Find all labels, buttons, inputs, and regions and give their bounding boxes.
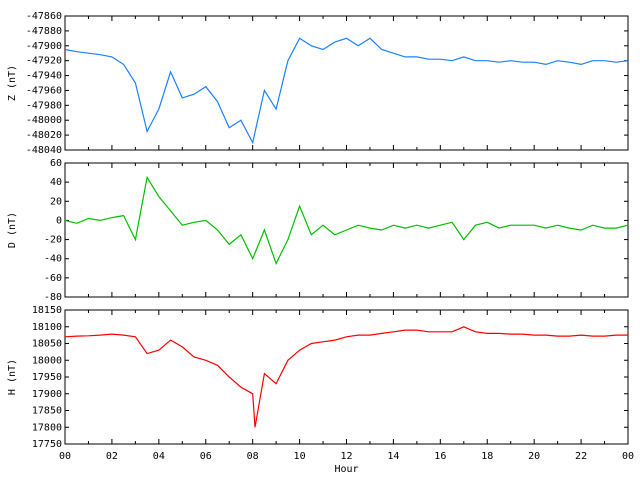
y-tick-label: 18050	[32, 339, 62, 350]
y-tick-label: -48000	[26, 115, 62, 126]
y-tick-label: -47980	[26, 100, 62, 111]
y-tick-label: -47940	[26, 71, 62, 82]
y-tick-label: 17950	[32, 372, 62, 383]
plot-area	[64, 15, 629, 151]
y-tick-label: 17900	[32, 389, 62, 400]
y-tick-label: 60	[50, 158, 62, 169]
y-tick-label: 17850	[32, 406, 62, 417]
x-tick-label: 12	[340, 451, 352, 462]
data-line	[64, 326, 628, 428]
x-axis-label: Hour	[334, 464, 358, 475]
y-axis-label: H (nT)	[7, 359, 18, 395]
y-tick-label: 0	[56, 215, 62, 226]
y-tick-label: -20	[44, 235, 62, 246]
y-tick-label: 20	[50, 196, 62, 207]
x-tick-label: 04	[153, 451, 165, 462]
y-tick-label: -60	[44, 273, 62, 284]
y-tick-label: -48020	[26, 130, 62, 141]
y-tick-label: -47960	[26, 85, 62, 96]
x-tick-label: 06	[200, 451, 212, 462]
x-tick-label: 20	[528, 451, 540, 462]
data-line	[64, 37, 629, 145]
y-tick-label: -40	[44, 254, 62, 265]
y-tick-label: 18150	[32, 305, 62, 316]
y-tick-label: -47860	[26, 11, 62, 22]
x-tick-label: 10	[294, 451, 306, 462]
y-tick-label: -48040	[26, 145, 62, 156]
y-tick-label: -47880	[26, 26, 62, 37]
x-tick-label: 16	[434, 451, 446, 462]
y-tick-label: 17800	[32, 422, 62, 433]
data-line	[64, 175, 629, 266]
y-tick-label: 18000	[32, 355, 62, 366]
x-tick-label: 02	[106, 451, 118, 462]
x-tick-label: 00	[59, 451, 71, 462]
y-tick-label: -47900	[26, 41, 62, 52]
y-tick-label: 18100	[32, 322, 62, 333]
x-tick-label: 14	[387, 451, 399, 462]
y-tick-label: 17750	[32, 439, 62, 450]
x-tick-label: 18	[481, 451, 493, 462]
plot-area	[64, 309, 629, 445]
x-tick-label: 22	[575, 451, 587, 462]
y-tick-label: 40	[50, 177, 62, 188]
y-tick-label: -80	[44, 292, 62, 303]
x-tick-label: 00	[622, 451, 634, 462]
y-axis-label: Z (nT)	[7, 65, 18, 101]
y-tick-label: -47920	[26, 56, 62, 67]
y-axis-label: D (nT)	[7, 212, 18, 248]
x-tick-label: 08	[247, 451, 259, 462]
